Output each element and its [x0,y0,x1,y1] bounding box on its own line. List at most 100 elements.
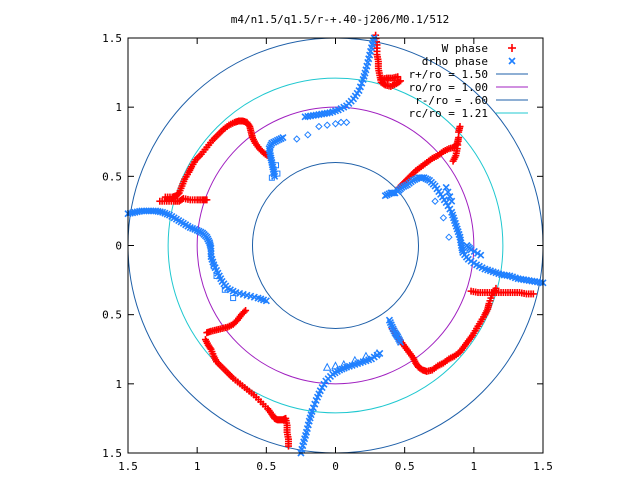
drho-phase-point-69-b [262,297,270,305]
legend-label-circle-0: r+/ro = 1.50 [409,68,488,81]
circle-3 [167,77,504,414]
drho-phase-point-188-b [495,270,503,278]
drho-phase-point-43 [207,247,215,255]
drho-phase-point-67-b [257,295,265,303]
w-phase-point-24 [203,196,211,204]
drho-phase-point-209 [388,189,396,197]
drho-phase-point-40-b [206,241,214,249]
w-phase-point-389 [242,307,250,315]
drho-phase-point-274-b [477,251,485,259]
drho-phase-point-189-b [497,270,506,279]
w-phase-point-388 [240,308,248,316]
drho-phase-point-163-b [451,219,459,227]
drho-phase-point-276-b [446,193,454,201]
drho-phase-point-255-b [385,316,394,324]
drho-phase-point-42-b [207,244,215,252]
drho-phase-point-183-b [481,265,489,273]
legend-label-circle-3: rc/ro = 1.21 [409,107,488,120]
drho-phase-point-201-b [531,277,539,286]
drho-phase-point-166-b [454,228,462,236]
w-phase-point-303 [206,344,214,352]
chart-title: m4/n1.5/q1.5/r-+.40-j206/M0.1/512 [231,13,450,26]
w-phase-point-130 [395,78,403,86]
circle-2 [252,162,419,329]
drho-phase-point-15-b [159,208,167,216]
drho-phase-point-50-b [212,266,221,274]
drho-phase-point-256-b [386,318,394,327]
drho-phase-point-65-b [250,293,258,301]
y-tick-label-2: 0.5 [102,170,122,183]
drho-phase-point-27-b [186,223,194,232]
drho-phase-point-106 [301,113,309,121]
legend-marker-series-1 [508,57,516,65]
drho-phase-point-167-b [455,230,463,238]
drho-phase-point-187-b [492,269,500,277]
open-diamond-point-9 [445,233,453,241]
drho-phase-point-184-b [484,266,492,274]
drho-phase-point-197-b [520,276,528,284]
drho-phase-point-203-b [536,278,544,286]
drho-phase-point-28-b [188,224,197,233]
open-diamond-point-2 [331,120,340,128]
drho-phase-point-68-b [260,296,268,304]
drho-phase-point-199-b [525,276,533,285]
drho-phase-point-160-b [449,211,457,219]
open-triangle-point-4 [331,361,340,370]
open-square-point-1 [274,170,281,177]
open-triangle-point-2 [350,355,360,364]
drho-phase-point-69 [262,297,270,305]
drho-phase-point-44-b [207,250,215,258]
drho-phase-point-159-b [448,208,456,216]
drho-phase-point-277 [444,188,452,196]
circle-1 [196,106,475,385]
open-square-point-4 [213,272,220,279]
drho-phase-point-3-b [131,208,139,216]
drho-phase-point-192-b [506,272,514,280]
drho-phase-point-62-b [239,290,247,298]
drho-phase-point-53-b [217,275,225,283]
y-tick-label-4: 0.5 [102,309,122,322]
drho-phase-point-58-b [226,286,234,294]
drho-phase-point-274 [477,251,485,259]
drho-phase-point-4-b [133,208,141,216]
w-phase-point-221 [529,290,537,298]
drho-phase-point-46-b [208,255,216,263]
drho-phase-point-275-b [448,197,456,205]
legend-label-circle-1: ro/ro = 1.00 [409,81,488,94]
drho-phase-point-257-b [387,321,395,329]
drho-phase-point-211 [391,189,399,197]
legend-label-series-1: drho phase [422,55,488,68]
drho-phase-point-66-b [254,294,262,302]
drho-phase-point-127-b [270,170,278,178]
drho-phase-point-273-b [473,249,482,257]
open-triangle-point-3 [339,359,349,368]
drho-phase-point-42 [207,244,215,252]
drho-phase-point-275 [448,197,456,205]
drho-phase-point-194-b [511,274,519,282]
drho-phase-point-164-b [452,222,460,230]
open-square-point-6 [230,295,237,302]
open-diamond-point-0 [315,122,323,131]
drho-phase-point-39-b [206,239,214,247]
y-tick-label-5: 1 [115,378,122,391]
open-triangle-point-5 [322,362,332,371]
w-phase-point-364 [284,442,292,450]
drho-phase-point-202-b [533,278,542,286]
drho-phase-point-60-b [232,288,240,297]
y-tick-label-1: 1 [115,101,122,114]
legend-marker-b-series-1 [508,57,516,65]
drho-phase-point-165-b [453,225,461,233]
open-diamond-point-8 [439,214,448,222]
legend-label-series-0: W phase [442,42,488,55]
drho-phase-point-190-b [500,271,508,279]
drho-phase-point-186-b [489,268,497,276]
drho-phase-point-276 [446,193,454,201]
drho-phase-point-198-b [522,276,530,284]
drho-phase-point-254-b [376,349,384,357]
drho-phase-point-43-b [207,247,215,255]
x-tick-label-2: 0.5 [256,460,276,473]
drho-phase-point-44 [207,250,215,258]
drho-phase-point-49-b [211,264,219,272]
drho-phase-point-64-b [247,292,255,300]
drho-phase-point-193-b [509,273,517,281]
